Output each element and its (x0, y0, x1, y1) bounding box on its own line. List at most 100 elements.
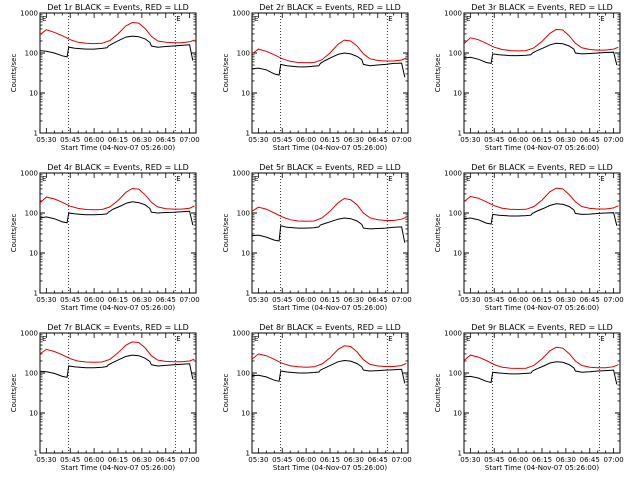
x-tick-label: 06:00 (508, 136, 528, 144)
y-tick-label: 100 (25, 210, 38, 218)
plot-frame (463, 172, 621, 294)
panel-title: Det 2r BLACK = Events, RED = LLD (259, 3, 401, 12)
x-tick-label: 05:45 (272, 136, 292, 144)
event-marker-label: E (176, 15, 180, 23)
x-tick-label: 07:00 (392, 136, 412, 144)
series-line-events (463, 361, 618, 385)
x-tick-label: 05:45 (484, 136, 504, 144)
x-tick-label: 06:45 (580, 136, 600, 144)
x-tick-label: 06:45 (368, 136, 388, 144)
y-tick-label: 1 (34, 290, 38, 298)
x-tick-label: 07:00 (604, 136, 624, 144)
y-tick-label: 100 (237, 50, 250, 58)
x-tick-label: 05:30 (248, 456, 268, 464)
panel-title: Det 7r BLACK = Events, RED = LLD (47, 323, 189, 332)
x-tick-label: 06:15 (320, 456, 340, 464)
series-line-lld (39, 187, 195, 211)
x-tick-label: 05:45 (60, 456, 80, 464)
x-axis-label: Start Time (04-Nov-07 05:26:00) (273, 144, 387, 152)
x-tick-label: 06:45 (156, 296, 176, 304)
x-tick-label: 06:15 (108, 456, 128, 464)
y-tick-label: 1 (458, 130, 462, 138)
y-tick-label: 100 (449, 210, 462, 218)
series-line-lld (463, 187, 619, 211)
event-marker-label: E (42, 335, 46, 343)
series-line-events (251, 52, 406, 78)
event-marker-label: E (388, 335, 392, 343)
panel-title: Det 5r BLACK = Events, RED = LLD (259, 163, 401, 172)
x-tick-label: 07:00 (392, 456, 412, 464)
x-tick-label: 05:30 (36, 136, 56, 144)
detector-panel-6: Det 6r BLACK = Events, RED = LLD 1 10 100 10… (434, 163, 624, 312)
event-marker-label: E (388, 175, 392, 183)
series-line-events (39, 354, 194, 380)
x-tick-label: 05:45 (484, 296, 504, 304)
plot-frame (39, 12, 197, 134)
x-axis-label: Start Time (04-Nov-07 05:26:00) (485, 304, 599, 312)
y-tick-label: 1000 (20, 170, 38, 178)
detector-panel-1: Det 1r BLACK = Events, RED = LLD 1 10 100 10… (10, 3, 200, 152)
y-axis-label: Counts/sec (10, 374, 18, 413)
y-tick-label: 100 (449, 370, 462, 378)
series-line-events (251, 359, 406, 384)
y-axis-label: Counts/sec (434, 214, 442, 253)
x-tick-label: 06:30 (556, 456, 576, 464)
x-axis-label: Start Time (04-Nov-07 05:26:00) (273, 464, 387, 472)
panel-title: Det 8r BLACK = Events, RED = LLD (259, 323, 401, 332)
event-marker-label: E (254, 175, 258, 183)
x-tick-label: 06:45 (368, 296, 388, 304)
x-tick-label: 07:00 (604, 296, 624, 304)
event-marker-label: E (176, 175, 180, 183)
series-line-events (463, 203, 618, 226)
y-tick-label: 10 (29, 90, 38, 98)
x-tick-label: 07:00 (180, 456, 200, 464)
y-tick-label: 1 (246, 290, 250, 298)
x-tick-label: 07:00 (392, 296, 412, 304)
x-tick-label: 06:15 (532, 296, 552, 304)
x-tick-label: 06:00 (508, 456, 528, 464)
x-tick-label: 06:00 (84, 456, 104, 464)
y-tick-label: 1000 (232, 170, 250, 178)
series-line-lld (463, 28, 619, 52)
detector-panel-5: Det 5r BLACK = Events, RED = LLD 1 10 100 10… (222, 163, 412, 312)
y-tick-label: 1000 (20, 10, 38, 18)
x-tick-label: 06:00 (84, 296, 104, 304)
x-tick-label: 06:15 (532, 456, 552, 464)
series-line-events (463, 42, 618, 66)
x-tick-label: 06:30 (344, 296, 364, 304)
event-marker-label: E (466, 335, 470, 343)
series-line-lld (463, 346, 619, 369)
series-line-lld (251, 345, 407, 368)
x-tick-label: 05:45 (60, 136, 80, 144)
panel-title: Det 1r BLACK = Events, RED = LLD (47, 3, 189, 12)
x-tick-label: 06:15 (532, 136, 552, 144)
y-tick-label: 10 (453, 90, 462, 98)
event-marker-label: E (466, 175, 470, 183)
x-tick-label: 06:45 (156, 456, 176, 464)
x-tick-label: 06:45 (580, 296, 600, 304)
event-marker-label: E (466, 15, 470, 23)
y-tick-label: 100 (449, 50, 462, 58)
x-tick-label: 06:30 (556, 296, 576, 304)
event-marker-label: E (600, 335, 604, 343)
plot-frame (251, 332, 409, 454)
plot-frame (463, 12, 621, 134)
x-tick-label: 05:45 (484, 456, 504, 464)
y-tick-label: 10 (29, 250, 38, 258)
y-tick-label: 10 (453, 250, 462, 258)
x-tick-label: 06:00 (84, 136, 104, 144)
x-tick-label: 06:30 (132, 296, 152, 304)
y-tick-label: 1 (458, 290, 462, 298)
detector-panel-9: Det 9r BLACK = Events, RED = LLD 1 10 100 10… (434, 323, 624, 472)
x-tick-label: 07:00 (180, 136, 200, 144)
series-line-events (39, 35, 194, 61)
event-marker-label: E (600, 15, 604, 23)
y-axis-label: Counts/sec (10, 214, 18, 253)
y-tick-label: 10 (29, 410, 38, 418)
x-tick-label: 05:45 (272, 296, 292, 304)
x-tick-label: 06:45 (368, 456, 388, 464)
series-line-lld (251, 197, 407, 222)
y-tick-label: 100 (25, 50, 38, 58)
y-tick-label: 1000 (20, 330, 38, 338)
